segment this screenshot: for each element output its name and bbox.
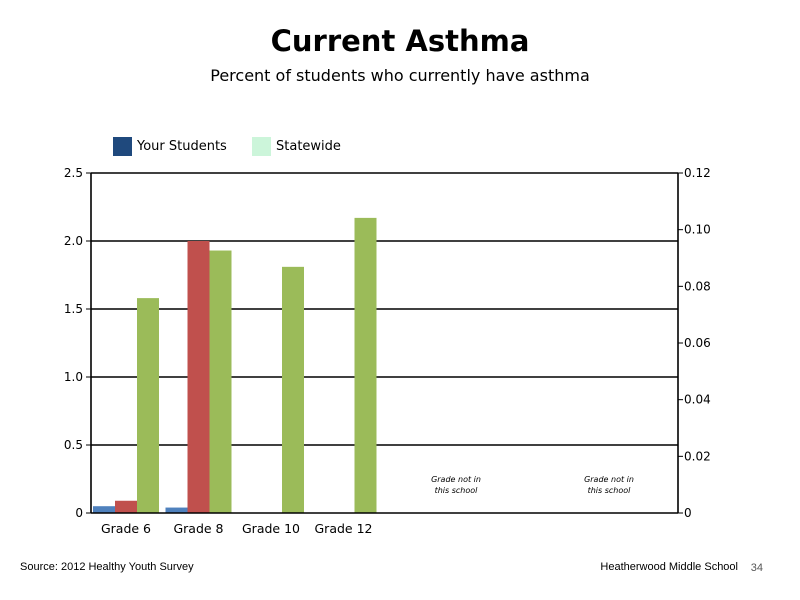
bar-series2-cat1 bbox=[209, 250, 232, 513]
annotation-text: this school bbox=[435, 486, 479, 495]
school-name: Heatherwood Middle School bbox=[600, 561, 738, 573]
annotation-text: this school bbox=[588, 486, 632, 495]
annotation-text: Grade not in bbox=[431, 475, 481, 484]
bar-series1-cat0 bbox=[115, 500, 137, 513]
source-note: Source: 2012 Healthy Youth Survey bbox=[20, 561, 194, 573]
chart-subtitle: Percent of students who currently have a… bbox=[210, 66, 590, 85]
legend-label-your-students: Your Students bbox=[137, 138, 227, 154]
y-right-tick-label: 0.02 bbox=[684, 449, 711, 463]
y-left-tick-label: 2.5 bbox=[64, 166, 83, 180]
bar-series1-cat1 bbox=[187, 241, 210, 513]
x-tick-label: Grade 8 bbox=[173, 521, 223, 536]
bar-series2-cat0 bbox=[137, 298, 159, 513]
y-right-tick-label: 0.04 bbox=[684, 393, 711, 407]
legend-swatch-your-students bbox=[113, 136, 132, 156]
bar-series0-cat0 bbox=[93, 506, 115, 513]
y-right-tick-label: 0.10 bbox=[684, 223, 711, 237]
bar-series2-cat2 bbox=[282, 266, 304, 513]
bar-series2-cat3 bbox=[354, 217, 377, 513]
y-right-tick-label: 0.12 bbox=[684, 166, 711, 180]
y-left-tick-label: 1.0 bbox=[64, 370, 83, 384]
legend-item-statewide: Statewide bbox=[252, 136, 341, 156]
x-tick-label: Grade 6 bbox=[101, 521, 151, 536]
x-tick-label: Grade 12 bbox=[315, 521, 373, 536]
y-right-tick-label: 0.08 bbox=[684, 279, 711, 293]
y-left-tick-label: 0 bbox=[75, 506, 83, 520]
x-tick-label: Grade 10 bbox=[242, 521, 300, 536]
legend-label-statewide: Statewide bbox=[276, 138, 341, 154]
y-left-tick-label: 0.5 bbox=[64, 438, 83, 452]
y-right-tick-label: 0 bbox=[684, 506, 692, 520]
annotation-text: Grade not in bbox=[584, 475, 634, 484]
chart-title: Current Asthma bbox=[270, 24, 530, 58]
page-number: 34 bbox=[750, 562, 763, 574]
y-left-tick-label: 2.0 bbox=[64, 234, 83, 248]
bar-series0-cat1 bbox=[165, 507, 188, 513]
y-right-tick-label: 0.06 bbox=[684, 336, 711, 350]
y-left-tick-label: 1.5 bbox=[64, 302, 83, 316]
legend-item-your-students: Your Students bbox=[113, 136, 227, 156]
legend-swatch-statewide bbox=[252, 136, 271, 156]
